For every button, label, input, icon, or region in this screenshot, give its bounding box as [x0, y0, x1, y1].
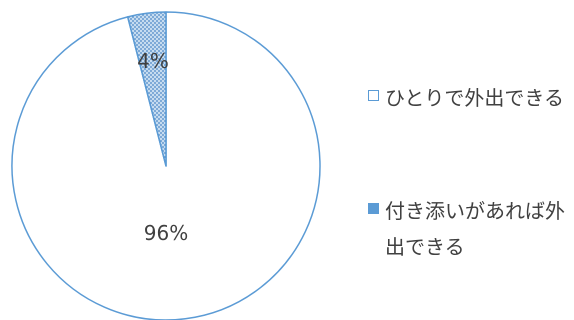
data-label-accompanied: 4%	[137, 49, 169, 73]
legend-swatch-alone	[368, 90, 379, 101]
pie-slices	[11, 11, 321, 320]
pie-slice-accompanied	[126, 11, 167, 167]
legend: ひとりで外出できる 付き添いがあれば外出できる	[368, 0, 574, 320]
legend-item-accompanied: 付き添いがあれば外出できる	[368, 193, 574, 265]
legend-label-accompanied: 付き添いがあれば外出できる	[385, 199, 565, 259]
legend-item-alone: ひとりで外出できる	[368, 80, 574, 116]
data-label-alone: 96%	[144, 221, 188, 245]
pie-data-labels: 96% 4%	[137, 49, 188, 245]
legend-swatch-accompanied	[368, 203, 379, 214]
legend-label-alone: ひとりで外出できる	[385, 86, 564, 110]
